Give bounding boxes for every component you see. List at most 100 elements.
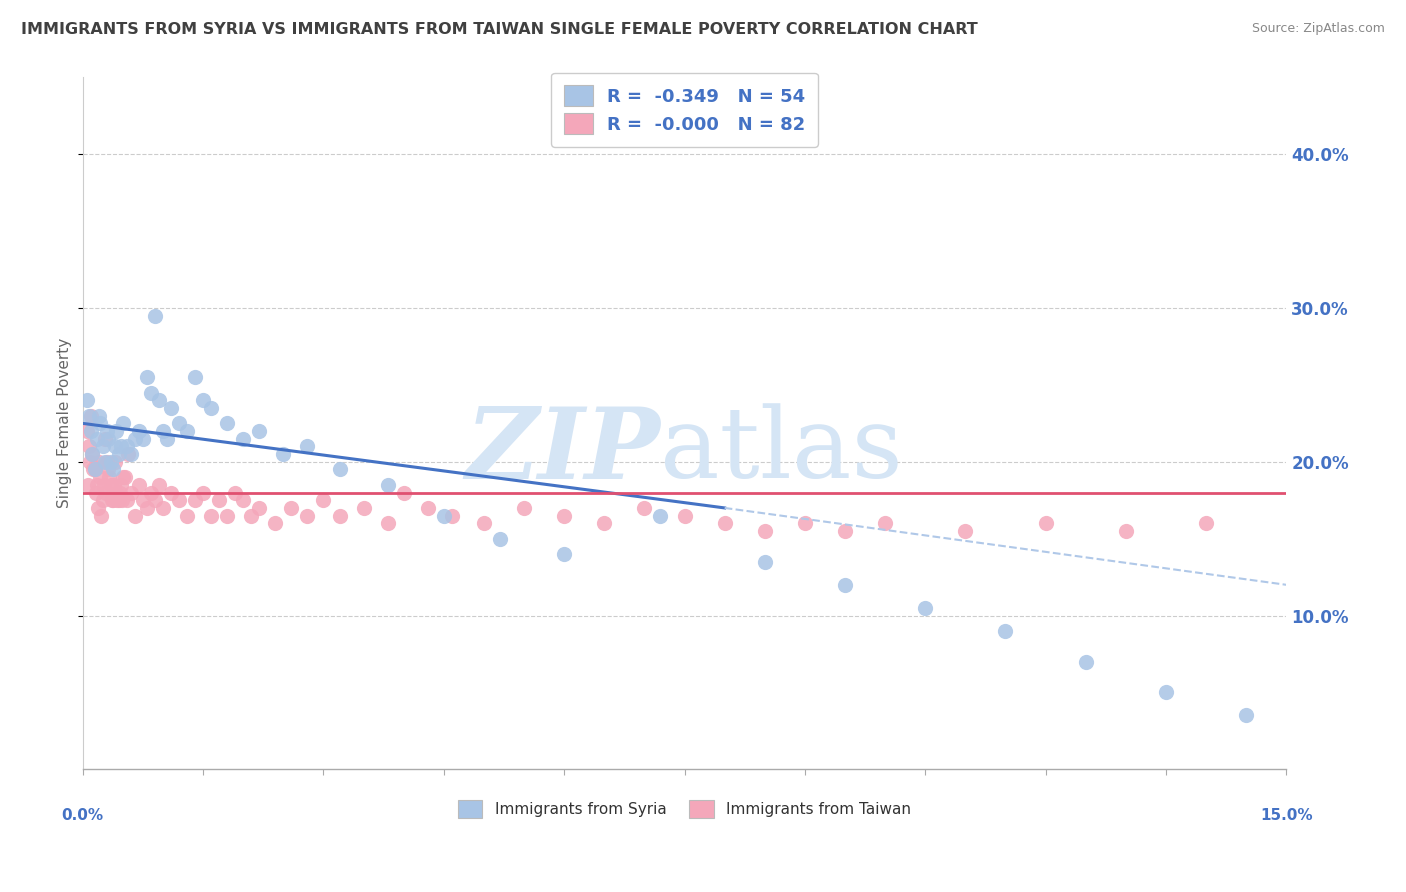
Point [1234, 708, 1257, 723]
Point [105, 485, 128, 500]
Point [377, 516, 399, 531]
Point [104, 455, 127, 469]
Point [834, 524, 856, 538]
Point [86, 478, 108, 492]
Point [1115, 524, 1137, 538]
Point [124, 508, 146, 523]
Point [143, 309, 166, 323]
Point [160, 401, 183, 415]
Point [117, 447, 139, 461]
Point [593, 516, 616, 531]
Point [416, 500, 439, 515]
Point [91, 439, 114, 453]
Point [82, 462, 104, 476]
Point [297, 439, 319, 453]
Point [1154, 685, 1177, 699]
Point [76, 393, 98, 408]
Point [240, 508, 263, 523]
Point [713, 516, 735, 531]
Point [97, 462, 120, 476]
Point [100, 478, 122, 492]
Point [93, 478, 115, 492]
Point [87, 455, 110, 469]
Text: Source: ZipAtlas.com: Source: ZipAtlas.com [1251, 22, 1385, 36]
Point [793, 516, 815, 531]
Point [152, 424, 174, 438]
Point [91, 493, 114, 508]
Point [104, 439, 127, 453]
Point [312, 493, 335, 508]
Point [191, 393, 214, 408]
Point [513, 500, 536, 515]
Point [247, 424, 270, 438]
Point [200, 508, 222, 523]
Point [328, 508, 350, 523]
Legend: Immigrants from Syria, Immigrants from Taiwan: Immigrants from Syria, Immigrants from T… [451, 794, 917, 824]
Point [94, 485, 117, 500]
Point [297, 508, 319, 523]
Point [280, 500, 302, 515]
Text: ZIP: ZIP [465, 403, 661, 500]
Point [86, 432, 108, 446]
Point [79, 455, 101, 469]
Point [94, 432, 117, 446]
Point [176, 508, 198, 523]
Point [208, 493, 231, 508]
Point [89, 417, 111, 431]
Point [80, 424, 103, 438]
Point [82, 447, 104, 461]
Point [433, 508, 456, 523]
Point [754, 524, 776, 538]
Point [110, 478, 132, 492]
Point [76, 478, 98, 492]
Point [167, 417, 190, 431]
Point [353, 500, 375, 515]
Point [136, 500, 159, 515]
Point [115, 439, 138, 453]
Point [184, 370, 207, 384]
Point [224, 485, 246, 500]
Point [156, 432, 179, 446]
Point [633, 500, 655, 515]
Point [650, 508, 672, 523]
Point [377, 478, 399, 492]
Point [82, 447, 104, 461]
Point [103, 493, 125, 508]
Point [994, 624, 1017, 638]
Point [834, 578, 856, 592]
Text: 0.0%: 0.0% [62, 808, 104, 822]
Point [955, 524, 977, 538]
Point [83, 462, 105, 476]
Point [553, 547, 575, 561]
Point [89, 470, 111, 484]
Point [128, 478, 150, 492]
Point [100, 455, 122, 469]
Point [200, 401, 222, 415]
Point [176, 424, 198, 438]
Point [148, 478, 170, 492]
Point [143, 493, 166, 508]
Point [160, 485, 183, 500]
Point [392, 485, 415, 500]
Point [96, 424, 118, 438]
Point [115, 493, 138, 508]
Point [553, 508, 575, 523]
Point [148, 393, 170, 408]
Point [120, 447, 142, 461]
Point [83, 462, 105, 476]
Point [489, 532, 512, 546]
Point [103, 462, 125, 476]
Point [232, 432, 254, 446]
Point [191, 485, 214, 500]
Point [111, 470, 134, 484]
Point [90, 508, 112, 523]
Point [87, 500, 110, 515]
Point [1035, 516, 1057, 531]
Point [96, 455, 118, 469]
Point [132, 493, 155, 508]
Point [108, 447, 131, 461]
Point [1195, 516, 1218, 531]
Point [77, 439, 100, 453]
Point [128, 424, 150, 438]
Point [105, 424, 128, 438]
